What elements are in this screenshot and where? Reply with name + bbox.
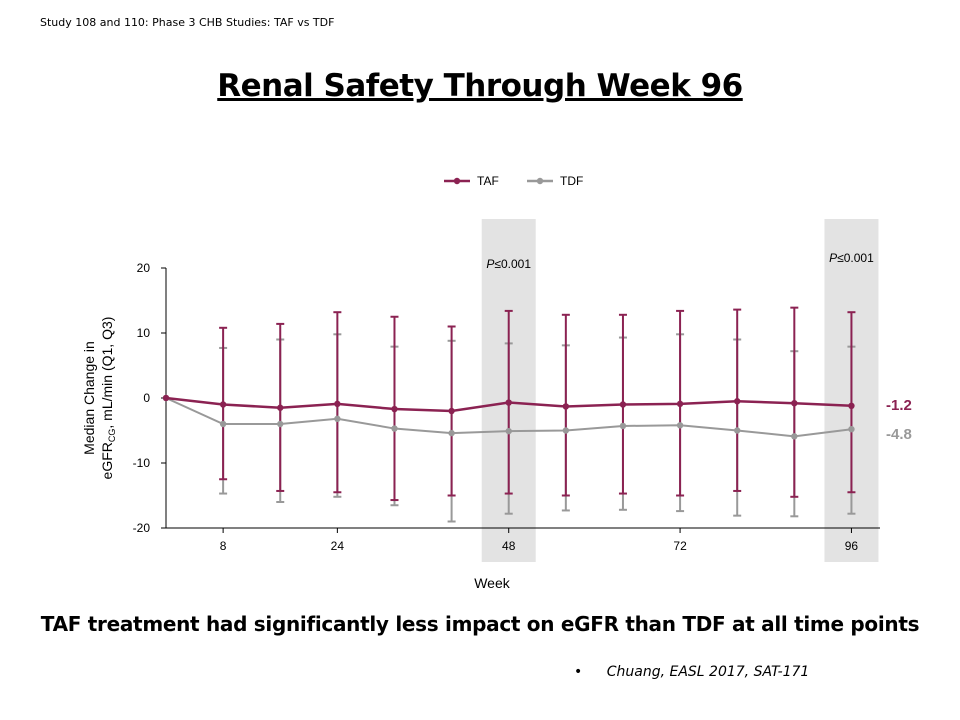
- conclusion-text: TAF treatment had significantly less imp…: [40, 612, 920, 636]
- citation: • Chuang, EASL 2017, SAT-171: [574, 664, 809, 680]
- taf-point: [219, 401, 227, 408]
- x-tick-label: 8: [220, 539, 227, 553]
- y-tick-label: 20: [137, 261, 151, 275]
- y-tick-label: -20: [133, 521, 151, 535]
- p-value-label: P≤0.001: [486, 257, 531, 271]
- taf-legend-label: TAF: [477, 174, 499, 188]
- tdf-point: [562, 427, 570, 434]
- y-tick-label: 10: [137, 326, 151, 340]
- tdf-point: [848, 426, 855, 433]
- x-tick-label: 96: [845, 539, 859, 553]
- taf-end-label: -1.2: [886, 397, 912, 414]
- tdf-point: [219, 420, 227, 428]
- y-axis-label-line1: Median Change in: [81, 341, 97, 455]
- taf-point: [505, 399, 512, 406]
- x-tick-label: 24: [331, 539, 345, 553]
- taf-point: [277, 404, 284, 411]
- y-axis-label-line2: eGFRCG, mL/min (Q1, Q3): [99, 317, 117, 480]
- taf-point: [791, 400, 798, 407]
- tdf-point: [277, 420, 284, 428]
- tdf-point: [505, 427, 512, 435]
- citation-text: Chuang, EASL 2017, SAT-171: [606, 664, 810, 680]
- slide-title: Renal Safety Through Week 96: [217, 68, 743, 104]
- taf-point: [562, 403, 570, 410]
- tdf-point: [676, 422, 684, 429]
- x-tick-label: 72: [673, 539, 687, 553]
- tdf-legend-label: TDF: [560, 174, 583, 188]
- tdf-point: [619, 422, 627, 430]
- tdf-point: [334, 415, 341, 422]
- citation-bullet: •: [574, 664, 583, 680]
- p-value-label: P≤0.001: [829, 251, 874, 265]
- slide-header: Study 108 and 110: Phase 3 CHB Studies: …: [40, 16, 335, 29]
- taf-point: [848, 402, 855, 409]
- tdf-point: [734, 427, 741, 434]
- taf-point: [162, 394, 170, 402]
- taf-point: [391, 405, 398, 413]
- taf-point: [619, 401, 627, 408]
- taf-point: [676, 400, 684, 408]
- y-tick-label: 0: [143, 391, 150, 405]
- taf-point: [448, 407, 455, 415]
- taf-point: [334, 400, 341, 408]
- x-tick-label: 48: [502, 539, 516, 553]
- tdf-legend-marker: [536, 177, 544, 185]
- taf-legend-marker: [453, 177, 461, 185]
- tdf-point: [391, 425, 398, 432]
- tdf-point: [448, 429, 455, 437]
- y-tick-label: -10: [133, 456, 151, 470]
- x-axis-label: Week: [474, 575, 511, 591]
- taf-point: [734, 398, 741, 405]
- tdf-end-label: -4.8: [886, 426, 912, 443]
- tdf-point: [791, 433, 798, 440]
